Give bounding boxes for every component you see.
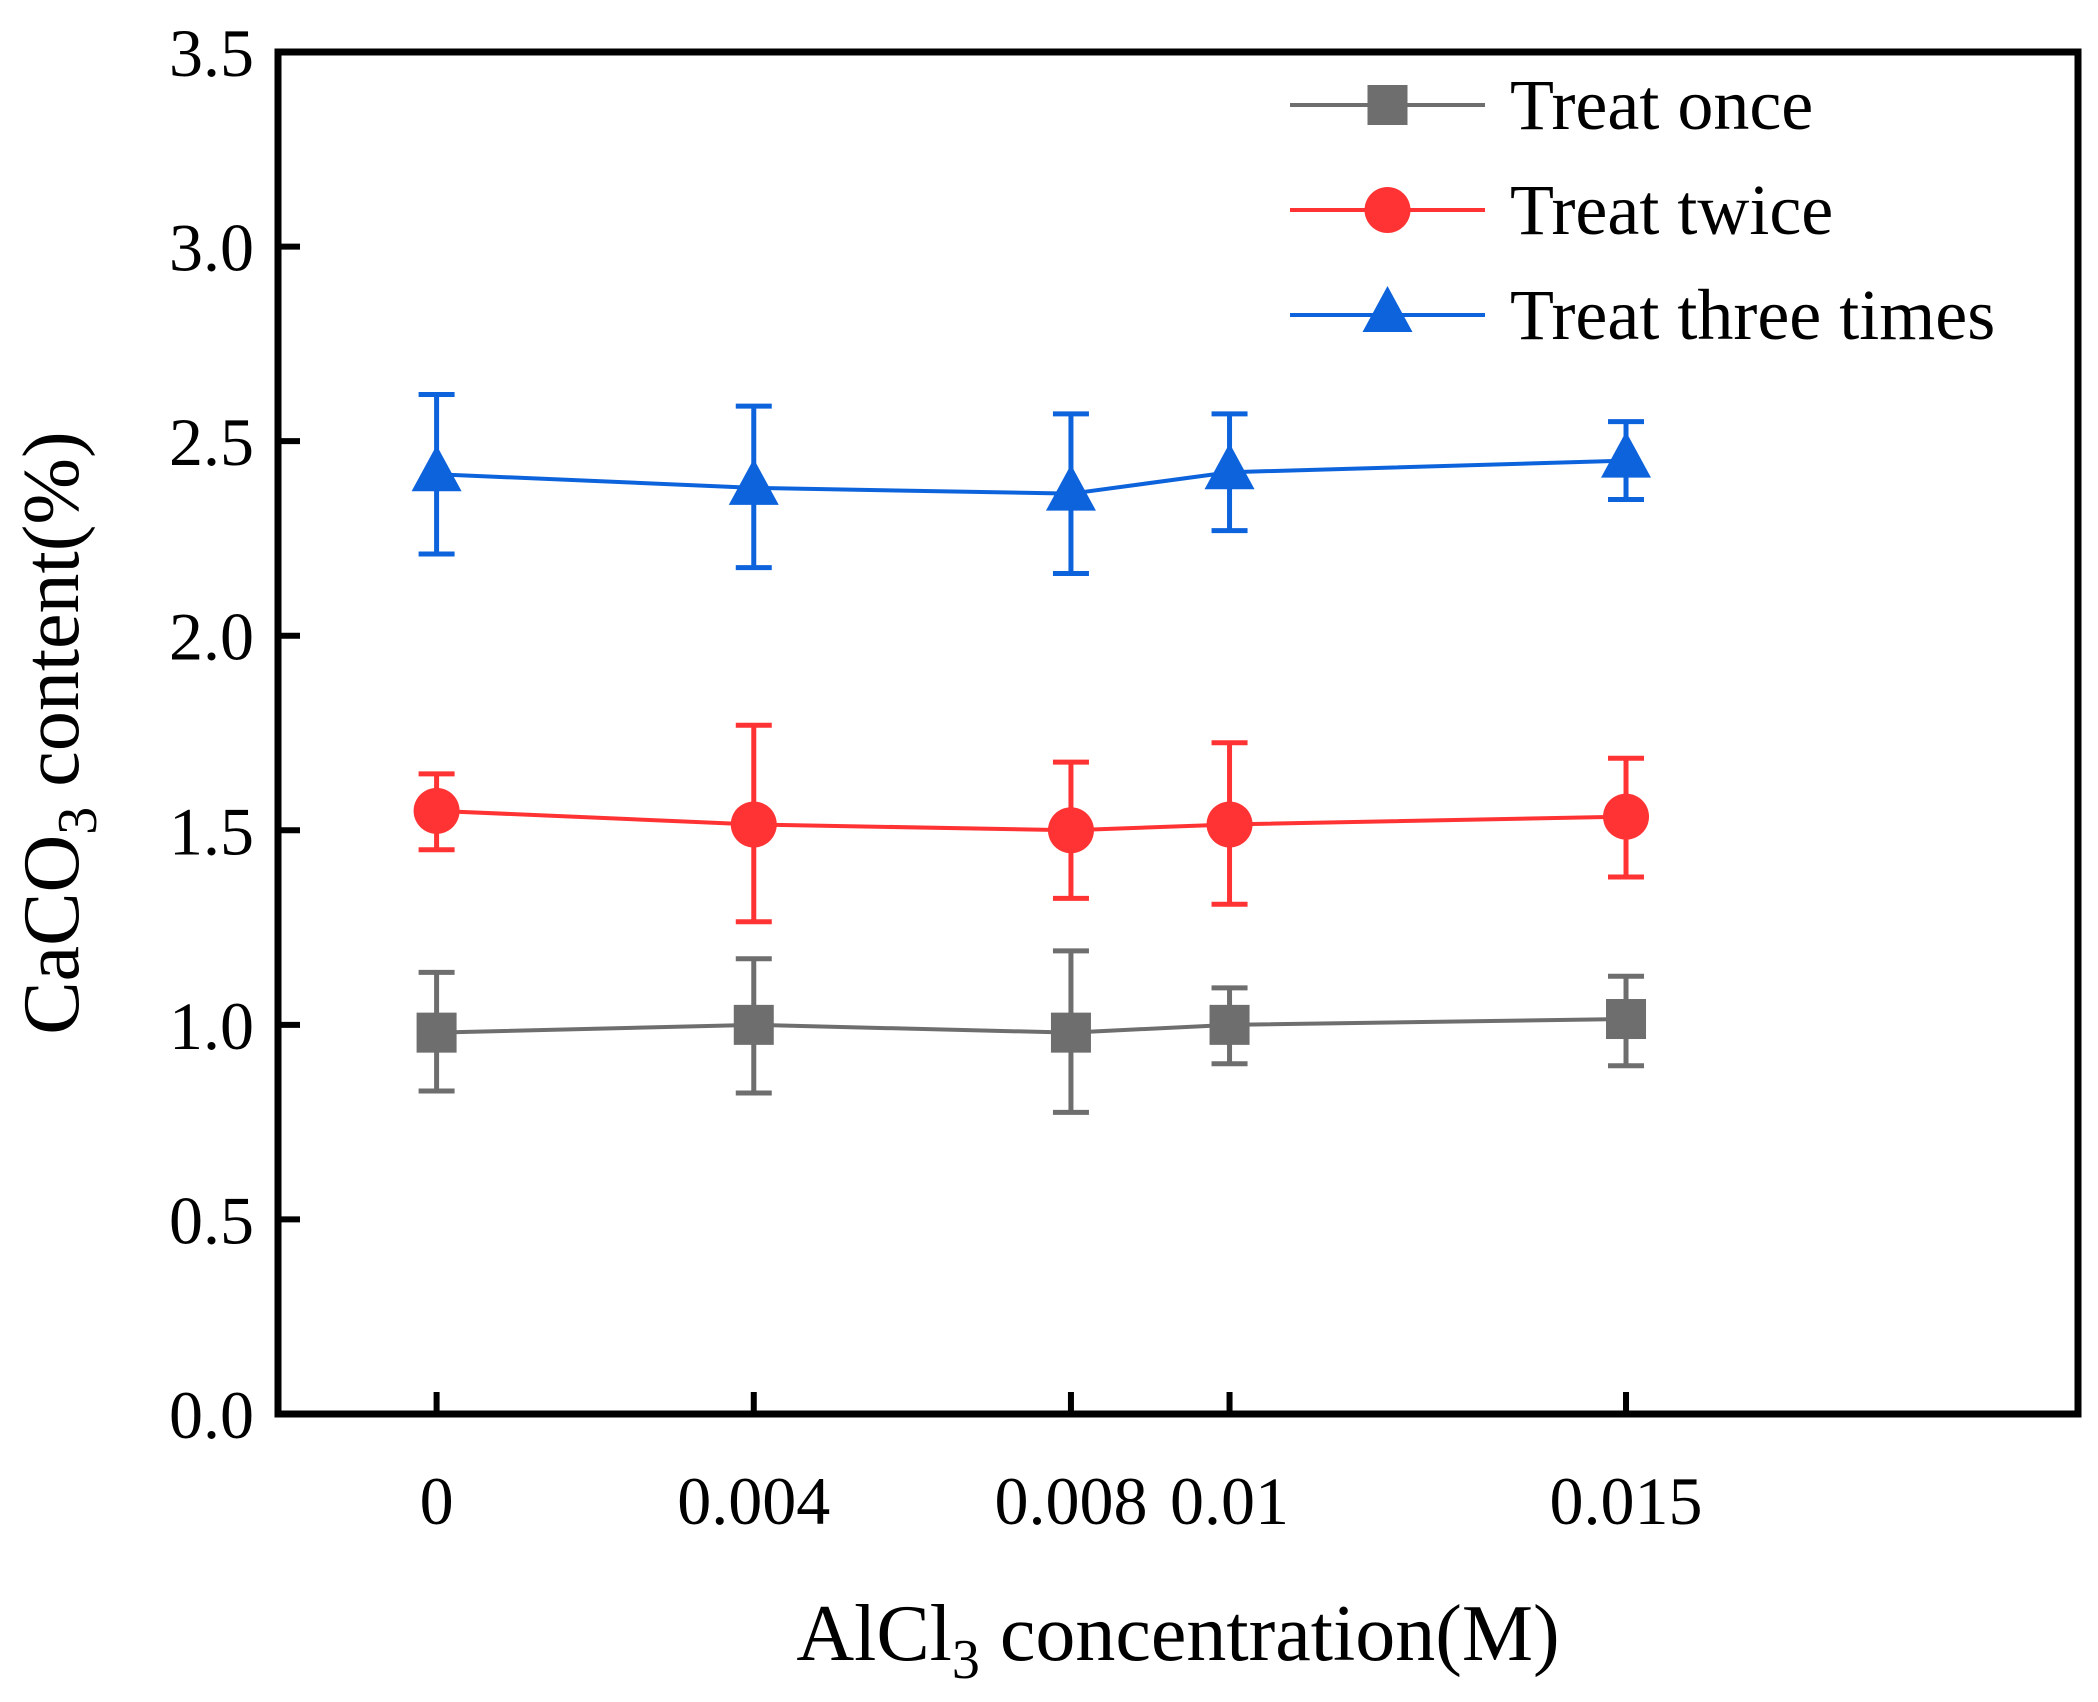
series-line <box>436 458 1627 496</box>
y-axis-title: CaCO3 content(%) <box>8 431 109 1034</box>
series-0 <box>416 948 1647 1115</box>
data-point <box>1047 807 1094 854</box>
legend-marker <box>1364 187 1411 233</box>
data-point <box>1601 431 1652 478</box>
x-tick-label: 0.01 <box>1170 1463 1289 1539</box>
y-tick-label: 2.5 <box>169 404 254 480</box>
data-point <box>1206 801 1253 848</box>
x-tick-label: 0.004 <box>677 1463 830 1539</box>
series-line <box>436 808 1627 833</box>
x-axis-title: AlCl3 concentration(M) <box>796 1590 1559 1691</box>
data-point <box>1209 1004 1250 1045</box>
data-point <box>413 787 460 834</box>
y-tick-label: 0.5 <box>169 1182 254 1258</box>
legend-marker <box>1362 286 1413 332</box>
legend-marker <box>1367 85 1408 125</box>
series-2 <box>411 391 1652 576</box>
y-tick-label: 0.0 <box>169 1377 254 1453</box>
series-1 <box>413 722 1650 925</box>
legend-label: Treat twice <box>1510 170 1833 250</box>
legend-item-1: Treat twice <box>1290 170 1833 250</box>
data-point <box>1045 464 1096 511</box>
data-point <box>1204 443 1255 490</box>
legend: Treat once Treat twice Treat three times <box>1290 65 1995 355</box>
x-tick-label: 0.015 <box>1550 1463 1703 1539</box>
data-point <box>728 458 779 505</box>
data-point <box>730 801 777 848</box>
legend-label: Treat three times <box>1510 275 1995 355</box>
series-layer <box>411 391 1652 1115</box>
x-axis: 0 0.004 0.008 0.01 0.015 <box>420 1392 1703 1539</box>
y-tick-label: 3.0 <box>169 210 254 286</box>
data-point <box>733 1004 774 1045</box>
data-point <box>416 1012 457 1053</box>
y-tick-label: 1.0 <box>169 988 254 1064</box>
plot-frame <box>274 48 2082 1418</box>
data-point <box>411 445 462 492</box>
data-point <box>1050 1012 1091 1053</box>
x-tick-label: 0.008 <box>994 1463 1147 1539</box>
legend-item-0: Treat once <box>1290 65 1813 145</box>
legend-item-2: Treat three times <box>1290 275 1995 355</box>
y-tick-label: 3.5 <box>169 15 254 91</box>
data-point <box>1603 793 1650 840</box>
series-line <box>436 1017 1627 1035</box>
data-point <box>1606 999 1647 1040</box>
y-tick-label: 1.5 <box>169 793 254 869</box>
y-axis: 0.0 0.5 1.0 1.5 2.0 2.5 3.0 3.5 <box>169 15 300 1453</box>
y-tick-label: 2.0 <box>169 599 254 675</box>
legend-label: Treat once <box>1510 65 1813 145</box>
x-tick-label: 0 <box>420 1463 454 1539</box>
